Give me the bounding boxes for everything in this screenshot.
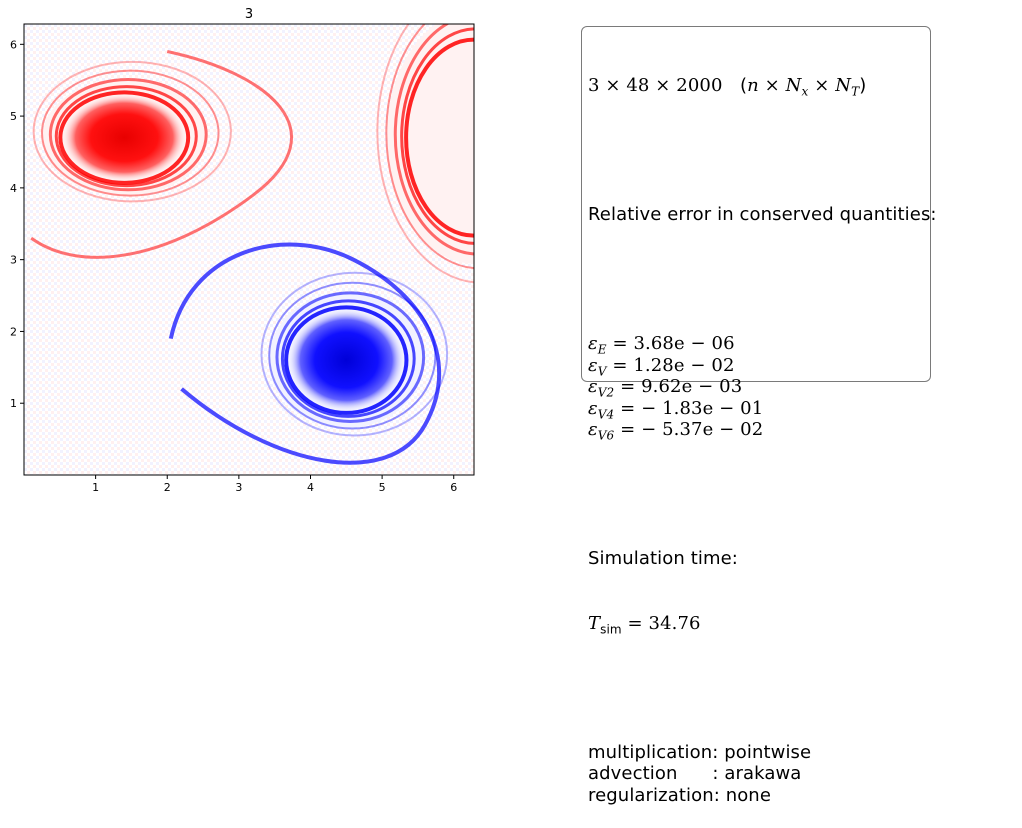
x-tick-label: 2 — [164, 481, 171, 494]
vortex-ring — [376, 24, 474, 284]
vortex-core — [289, 309, 404, 411]
error-row: εV2 = 9.62e − 03 — [588, 376, 743, 400]
error-list: εE = 3.68e − 06 εV = 1.28e − 02 εV2 = 9.62… — [588, 333, 930, 443]
vortex-ring — [400, 27, 474, 245]
error-value: − 5.37e − 02 — [641, 419, 764, 440]
y-tick-label: 2 — [10, 325, 17, 338]
error-row: εV4 = − 1.83e − 01 — [588, 397, 764, 422]
x-ticks: 1 2 3 4 5 6 — [92, 475, 457, 494]
error-row: εV = 1.28e − 02 — [588, 354, 735, 379]
error-value: 1.28e − 02 — [633, 354, 735, 376]
y-tick-label: 3 — [10, 254, 17, 267]
error-sub: V4 — [597, 407, 615, 422]
vortex-ring — [268, 281, 437, 430]
vortex-ring — [48, 78, 208, 192]
error-row: εE = 3.68e − 06 — [588, 333, 735, 357]
dims-line: 3 × 48 × 2000 (n × Nx × NT) — [588, 75, 867, 99]
setting-row: multiplication: pointwise — [588, 741, 812, 763]
chart-title: 3 — [245, 7, 253, 22]
sim-sub: sim — [600, 622, 622, 637]
vortex-arm — [30, 50, 293, 259]
plot-frame — [23, 23, 475, 476]
settings-list: multiplication: pointwise advection : ara… — [588, 742, 930, 807]
error-symbol: ε — [588, 397, 598, 419]
dims-nt: N — [835, 75, 852, 96]
sim-value: 34.76 — [648, 612, 701, 634]
vortex-ring — [385, 24, 474, 270]
error-heading: Relative error in conserved quantities: — [588, 204, 937, 225]
sim-time-line: Tsim = 34.76 — [588, 612, 701, 637]
sim-symbol: T — [588, 612, 601, 634]
error-sub: V — [597, 364, 607, 379]
dims-nt-sub: T — [851, 84, 860, 99]
vortex-ring — [58, 90, 191, 185]
sim-heading: Simulation time: — [588, 548, 738, 569]
x-tick-label: 3 — [235, 481, 242, 494]
error-value: 9.62e − 03 — [641, 376, 743, 397]
error-sub: V6 — [597, 428, 615, 443]
y-tick-label: 4 — [10, 182, 17, 195]
x-tick-label: 4 — [307, 481, 314, 494]
vortex-arm — [168, 242, 442, 465]
heatmap-features — [30, 24, 474, 465]
dims-formula: 3 × 48 × 2000 — [588, 75, 723, 96]
dims-n: n — [747, 75, 759, 96]
setting-row: regularization: none — [588, 784, 771, 806]
error-value: 3.68e − 06 — [633, 333, 735, 354]
error-symbol: ε — [588, 333, 598, 354]
vortex-ring — [280, 299, 416, 418]
vortex-ring — [275, 291, 426, 423]
error-symbol: ε — [588, 354, 598, 376]
vortex-ring — [284, 305, 409, 415]
info-box: 3 × 48 × 2000 (n × Nx × NT) Relative err… — [581, 26, 937, 806]
vortex-negative — [260, 271, 449, 437]
x-tick-label: 1 — [92, 481, 99, 494]
x-tick-label: 5 — [379, 481, 386, 494]
vortex-ring — [260, 271, 449, 437]
y-tick-label: 5 — [10, 110, 17, 123]
error-sub: E — [597, 342, 607, 357]
figure: 1 2 3 4 5 6 1 2 3 4 5 6 3 — [10, 7, 475, 494]
setting-row: advection : arakawa — [588, 763, 802, 784]
y-tick-label: 6 — [10, 38, 17, 51]
error-symbol: ε — [588, 419, 598, 440]
vortex-halo — [386, 24, 474, 264]
vortex-positive — [32, 60, 232, 203]
error-row: εV6 = − 5.37e − 02 — [588, 419, 764, 443]
dims-nx-sub: x — [801, 84, 809, 99]
error-value: − 1.83e − 01 — [641, 397, 764, 419]
x-tick-label: 6 — [450, 481, 457, 494]
vortex-ring — [54, 85, 198, 188]
y-ticks: 1 2 3 4 5 6 — [10, 38, 24, 410]
y-tick-label: 1 — [10, 397, 17, 410]
vortex-positive — [376, 24, 474, 284]
error-sub: V2 — [597, 385, 615, 400]
vortex-ring — [393, 24, 474, 256]
vortex-ring — [40, 69, 220, 197]
error-symbol: ε — [588, 376, 598, 397]
dims-nx: N — [785, 75, 802, 96]
vortex-core — [63, 94, 186, 181]
heatmap-axes: 1 2 3 4 5 6 1 2 3 4 5 6 3 — [10, 7, 475, 494]
vortex-ring — [32, 60, 232, 203]
